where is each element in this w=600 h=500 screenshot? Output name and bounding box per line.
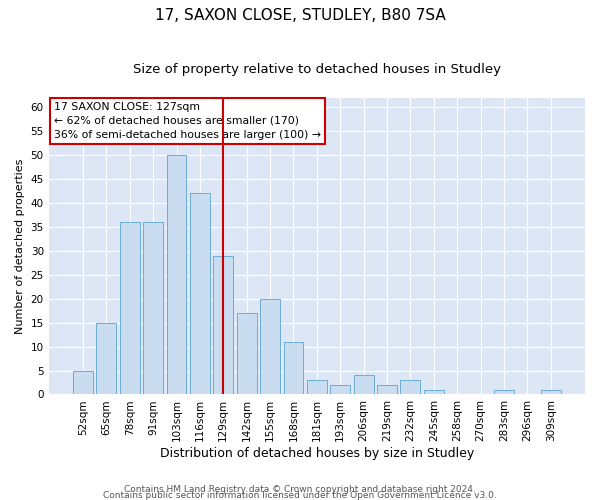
Bar — [97, 322, 116, 394]
Bar — [190, 194, 210, 394]
Text: 17 SAXON CLOSE: 127sqm
← 62% of detached houses are smaller (170)
36% of semi-de: 17 SAXON CLOSE: 127sqm ← 62% of detached… — [54, 102, 321, 140]
Bar — [260, 298, 280, 394]
Bar — [143, 222, 163, 394]
Text: 17, SAXON CLOSE, STUDLEY, B80 7SA: 17, SAXON CLOSE, STUDLEY, B80 7SA — [155, 8, 445, 22]
Bar — [330, 385, 350, 394]
Y-axis label: Number of detached properties: Number of detached properties — [15, 158, 25, 334]
Bar — [400, 380, 421, 394]
Bar — [541, 390, 560, 394]
Bar — [494, 390, 514, 394]
Bar — [237, 313, 257, 394]
Text: Contains HM Land Registry data © Crown copyright and database right 2024.: Contains HM Land Registry data © Crown c… — [124, 484, 476, 494]
X-axis label: Distribution of detached houses by size in Studley: Distribution of detached houses by size … — [160, 447, 474, 460]
Bar — [424, 390, 443, 394]
Bar — [284, 342, 304, 394]
Title: Size of property relative to detached houses in Studley: Size of property relative to detached ho… — [133, 62, 501, 76]
Bar — [167, 155, 187, 394]
Text: Contains public sector information licensed under the Open Government Licence v3: Contains public sector information licen… — [103, 490, 497, 500]
Bar — [307, 380, 327, 394]
Bar — [353, 376, 374, 394]
Bar — [377, 385, 397, 394]
Bar — [214, 256, 233, 394]
Bar — [73, 370, 93, 394]
Bar — [120, 222, 140, 394]
